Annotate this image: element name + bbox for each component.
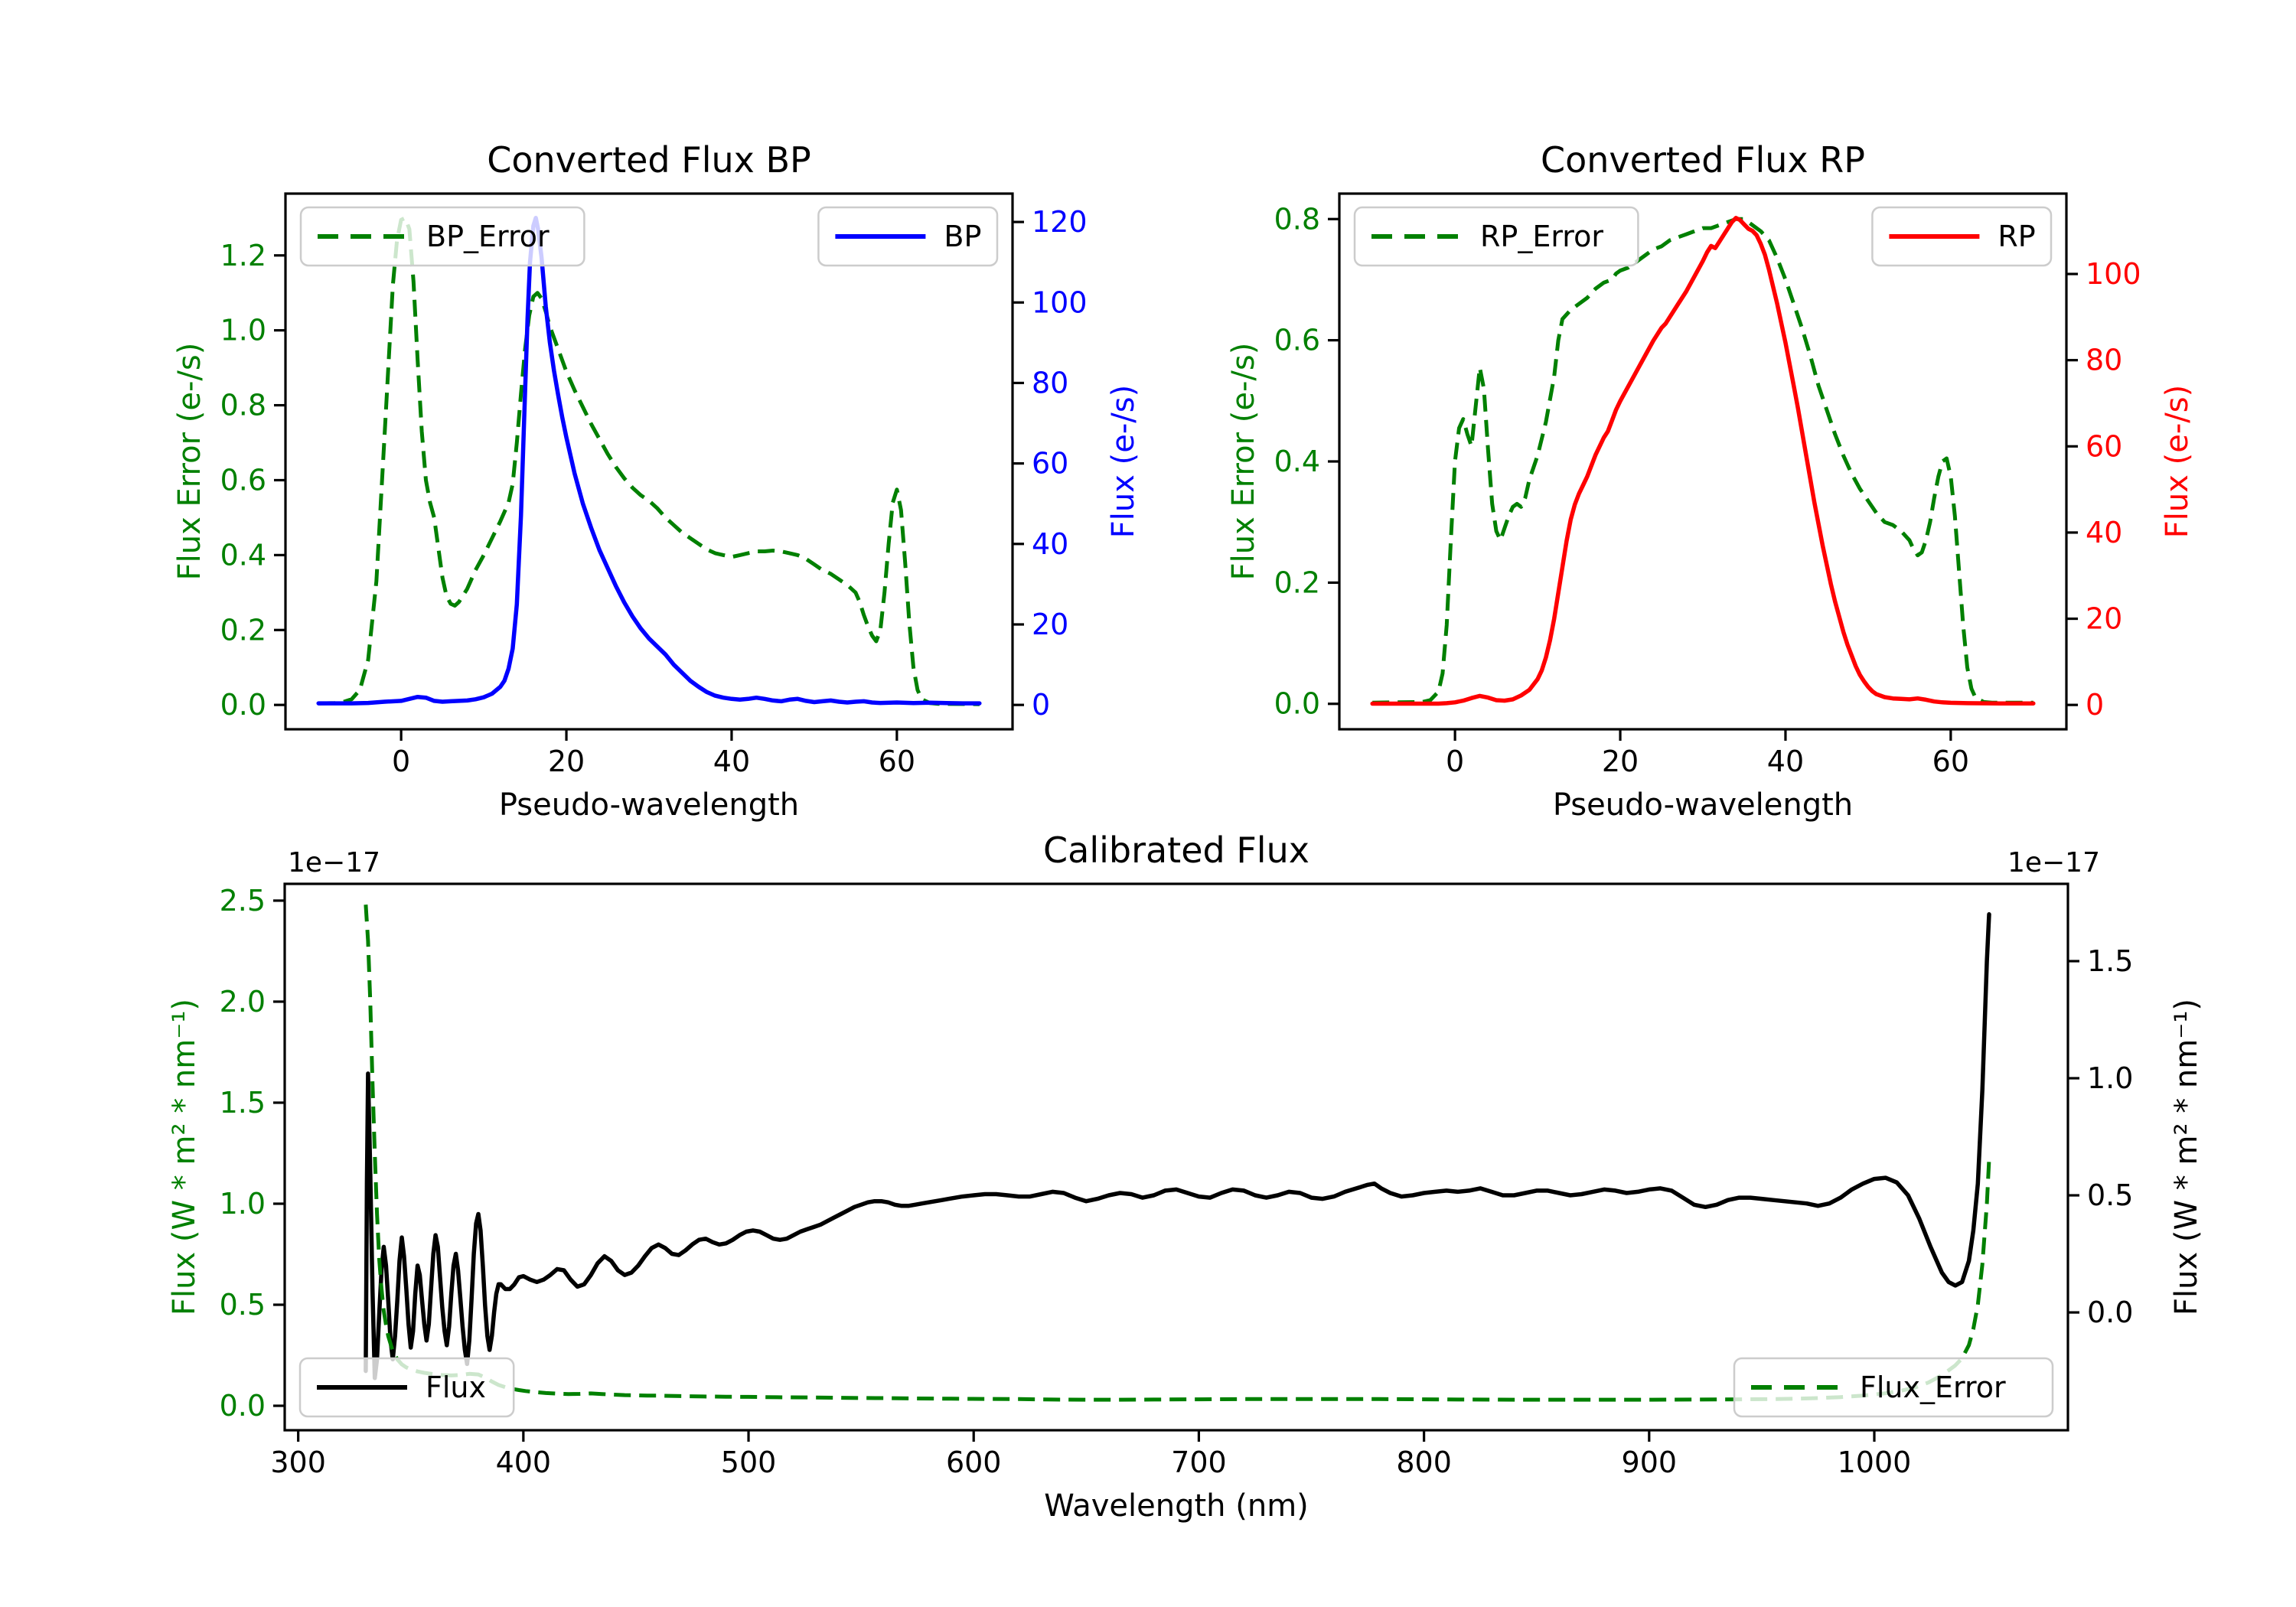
rp-xtick-label: 0 [1446,745,1464,778]
subplot-converted-flux-rp: 0 20 40 60 0.0 0.2 0.4 0.6 0.8 0 20 40 60 80 100 Conver… [1226,139,2195,823]
cal-ytick-left-label: 1.0 [220,1187,266,1221]
rp-legend-rp_error: RP_Error [1353,206,1639,267]
bp-xtick-label: 0 [392,745,410,778]
rp-ytick-right-label: 0 [2086,688,2104,722]
cal-xtick-label: 300 [270,1446,326,1479]
cal-ytick-right-label: 1.5 [2087,944,2133,978]
rp-ytick-left-label: 0.0 [1274,687,1320,721]
cal-xtick-label: 500 [721,1446,777,1479]
rp-legend-box [1353,206,1639,267]
rp-xtick-label: 40 [1767,745,1804,778]
rp-series-rp-line [1370,216,2036,706]
rp-series-rp_error-line [1372,217,2033,705]
bp-ytick-right-label: 100 [1032,285,1088,319]
bp-legend-box [299,206,585,267]
bp-ytick-right-label: 80 [1032,366,1068,399]
cal-legend-flux: Flux [298,1357,515,1418]
bp-ytick-right-label: 60 [1032,447,1068,481]
cal-ylabel-left: Flux (W * m² * nm⁻¹) [167,999,202,1315]
cal-ytick-left-label: 0.0 [220,1389,266,1423]
cal-series-flux-line [364,912,1991,1380]
rp-title: Converted Flux RP [1541,139,1865,181]
subplot-converted-flux-bp: 0 20 40 60 0.0 0.2 0.4 0.6 0.8 1.0 1.2 0 20 40 60 80 100… [172,139,1141,823]
bp-ylabel-left: Flux Error (e-/s) [172,343,207,581]
cal-legend-label: Flux_Error [1860,1371,2006,1404]
cal-legend-label: Flux [426,1371,486,1404]
cal-offset-text-left: 1e−17 [288,847,380,878]
rp-ytick-left-label: 0.4 [1274,445,1320,478]
cal-ytick-left-label: 0.5 [220,1288,266,1322]
cal-ytick-right-label: 0.5 [2087,1178,2133,1212]
rp-ytick-right-label: 60 [2086,429,2122,463]
rp-ytick-left-label: 0.8 [1274,202,1320,236]
rp-legend-label: RP_Error [1480,220,1603,253]
rp-xlabel: Pseudo-wavelength [1553,787,1853,823]
bp-ytick-left-label: 0.6 [220,463,266,497]
bp-ytick-left-label: 0.2 [220,613,266,647]
bp-xtick-label: 20 [548,745,585,778]
bp-xtick-label: 40 [713,745,750,778]
bp-ytick-left-label: 0.4 [220,538,266,572]
bp-ytick-left-label: 1.2 [220,239,266,272]
cal-ylabel-right: Flux (W * m² * nm⁻¹) [2169,999,2204,1315]
cal-xtick-label: 700 [1171,1446,1227,1479]
rp-ytick-right-label: 20 [2086,602,2122,636]
bp-xlabel: Pseudo-wavelength [499,787,799,823]
subplot-calibrated-flux: 300 400 500 600 700 800 900 1000 0.0 0.5 1.0 1.5 2.0… [167,830,2204,1524]
rp-ytick-left-label: 0.2 [1274,566,1320,599]
bp-legend-bp_error: BP_Error [299,206,585,267]
rp-xtick-label: 20 [1602,745,1639,778]
cal-xtick-label: 400 [496,1446,552,1479]
bp-series-bp-line [316,216,982,706]
bp-ytick-left-label: 0.0 [220,688,266,722]
bp-legend-label: BP [944,220,981,253]
bp-legend-bp: BP [817,206,999,267]
bp-ytick-left-label: 1.0 [220,314,266,347]
cal-xtick-label: 600 [946,1446,1002,1479]
bp-legend-label: BP_Error [426,220,550,253]
bp-ytick-right-label: 40 [1032,527,1068,561]
bp-ylabel-right: Flux (e-/s) [1106,385,1141,538]
bp-series-bp_error-line [318,216,980,706]
rp-ylabel-left: Flux Error (e-/s) [1226,343,1261,581]
rp-xtick-label: 60 [1932,745,1969,778]
cal-title: Calibrated Flux [1043,830,1309,871]
cal-ytick-left-label: 2.5 [220,884,266,918]
cal-legend-flux_error: Flux_Error [1733,1357,2054,1418]
rp-ytick-right-label: 100 [2086,257,2141,291]
rp-ytick-left-label: 0.6 [1274,324,1320,357]
rp-ytick-right-label: 80 [2086,344,2122,377]
bp-xtick-label: 60 [879,745,915,778]
cal-ytick-right-label: 0.0 [2087,1296,2133,1329]
cal-offset-text-right: 1e−17 [2007,847,2100,878]
cal-axes-spines [283,882,2069,1432]
cal-ytick-right-label: 1.0 [2087,1061,2133,1095]
bp-axes-spines [284,192,1014,731]
cal-xtick-label: 800 [1396,1446,1452,1479]
bp-title: Converted Flux BP [487,139,811,181]
cal-legend-box [1733,1357,2054,1418]
bp-ytick-right-label: 0 [1032,688,1050,722]
rp-ytick-right-label: 40 [2086,516,2122,549]
cal-xlabel: Wavelength (nm) [1044,1488,1309,1524]
rp-legend-rp: RP [1871,206,2053,267]
cal-xtick-label: 900 [1622,1446,1678,1479]
cal-ytick-left-label: 1.5 [220,1086,266,1120]
bp-ytick-right-label: 20 [1032,608,1068,641]
rp-ylabel-right: Flux (e-/s) [2160,385,2195,538]
bp-ytick-right-label: 120 [1032,205,1088,239]
bp-ytick-left-label: 0.8 [220,389,266,422]
cal-ytick-left-label: 2.0 [220,985,266,1019]
cal-xtick-label: 1000 [1838,1446,1912,1479]
rp-legend-label: RP [1998,220,2035,253]
